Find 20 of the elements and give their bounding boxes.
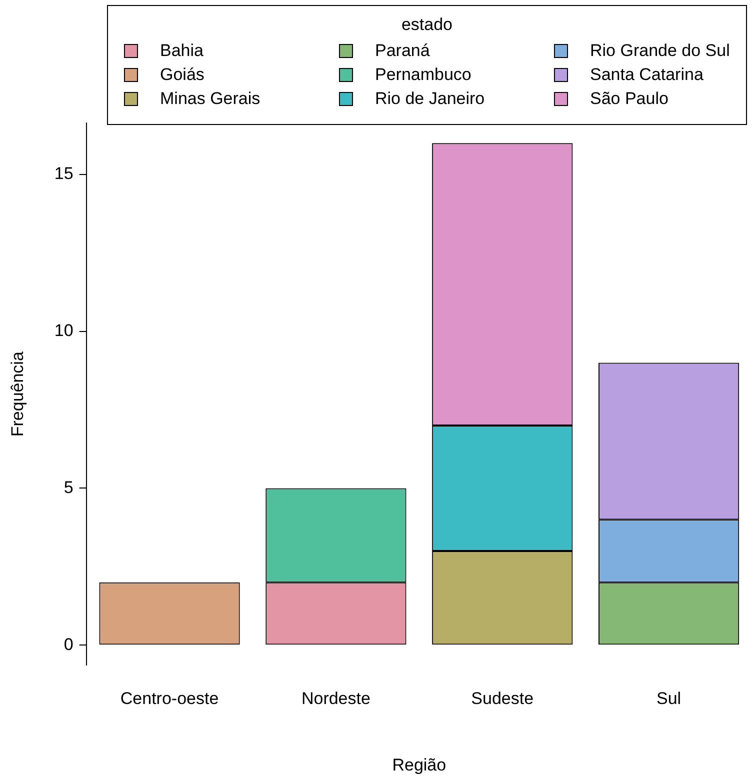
x-axis-title: Região (392, 755, 446, 774)
y-tick-label: 15 (54, 164, 74, 184)
x-tick-label: Centro-oeste (120, 689, 219, 708)
legend-label: Paraná (375, 41, 430, 61)
legend-label: Santa Catarina (590, 65, 704, 85)
legend-label: Goiás (160, 65, 204, 85)
y-tick-label: 5 (64, 478, 74, 497)
legend-label: São Paulo (590, 89, 668, 109)
x-tick-label: Sul (656, 689, 682, 708)
y-tick-label: 0 (64, 634, 74, 654)
x-tick-label: Nordeste (301, 689, 370, 708)
x-tick-label: Sudeste (471, 689, 534, 708)
legend-label: Rio de Janeiro (375, 89, 485, 109)
legend-label: Bahia (160, 41, 204, 61)
legend-label: Rio Grande do Sul (590, 41, 730, 61)
legend-label: Pernambuco (375, 65, 472, 85)
y-axis-title: Frequência (8, 351, 27, 437)
legend-label: Minas Gerais (160, 89, 260, 109)
y-tick-label: 10 (54, 321, 74, 340)
legend-title: estado (400, 15, 454, 36)
